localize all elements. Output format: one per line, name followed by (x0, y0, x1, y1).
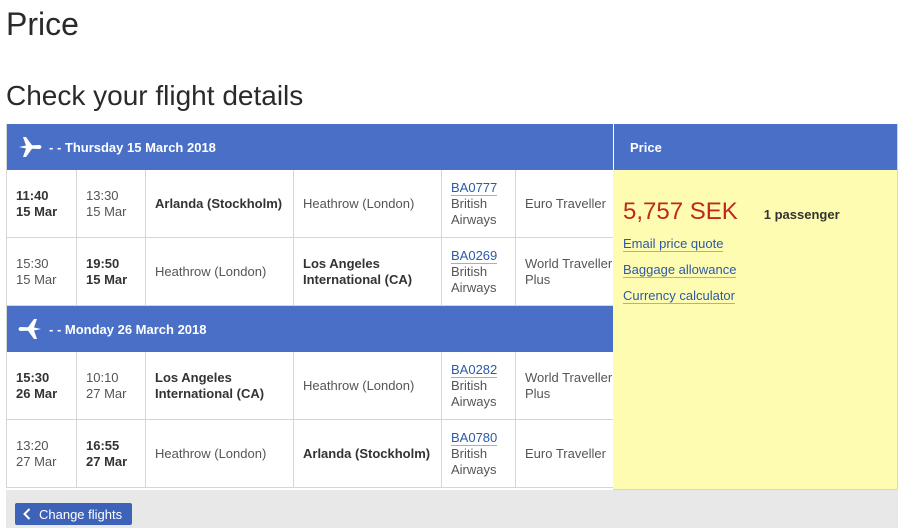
airline-name: British Airways (451, 195, 497, 227)
day-header-label: - - Thursday 15 March 2018 (49, 139, 216, 155)
chevron-left-icon (23, 508, 31, 520)
day-header-outbound: - - Thursday 15 March 2018 (7, 124, 614, 170)
cabin-class: World Traveller Plus (525, 255, 613, 287)
airline-name: British Airways (451, 263, 497, 295)
arrival-date: 27 Mar (86, 453, 128, 469)
flight-number-link[interactable]: BA0269 (451, 247, 498, 264)
airline-name: British Airways (451, 377, 497, 409)
flight-row: 13:20 27 Mar 16:55 27 Mar Heathrow (Lond… (7, 420, 614, 488)
flight-number-link[interactable]: BA0780 (451, 429, 498, 446)
departure-cell: 13:20 27 Mar (7, 420, 77, 487)
origin-airport: Heathrow (London) (146, 238, 294, 305)
origin-airport: Los Angeles International (CA) (146, 352, 294, 419)
flight-row: 15:30 15 Mar 19:50 15 Mar Heathrow (Lond… (7, 238, 614, 306)
arrival-date: 15 Mar (86, 271, 128, 287)
cabin-class: Euro Traveller (525, 445, 606, 461)
price-header: Price (613, 124, 897, 170)
change-flights-button[interactable]: Change flights (15, 503, 133, 525)
section-title: Check your flight details (6, 80, 304, 111)
departure-time: 13:20 (16, 437, 49, 453)
arrival-time: 19:50 (86, 255, 120, 271)
departure-date: 15 Mar (16, 271, 57, 287)
departure-cell: 15:30 26 Mar (7, 352, 77, 419)
departure-cell: 11:40 15 Mar (7, 170, 77, 237)
arrival-cell: 16:55 27 Mar (77, 420, 146, 487)
flight-number-link[interactable]: BA0777 (451, 179, 498, 196)
origin-airport: Heathrow (London) (146, 420, 294, 487)
arrival-cell: 13:30 15 Mar (77, 170, 146, 237)
cabin-class: World Traveller Plus (525, 369, 613, 401)
price-links: Email price quote Baggage allowance Curr… (623, 236, 897, 304)
arrival-cell: 10:10 27 Mar (77, 352, 146, 419)
departure-date: 15 Mar (16, 203, 58, 219)
arrival-time: 13:30 (86, 187, 119, 203)
baggage-allowance-link[interactable]: Baggage allowance (623, 262, 737, 278)
arrival-cell: 19:50 15 Mar (77, 238, 146, 305)
plane-return-icon (15, 314, 45, 344)
destination-airport: Heathrow (London) (294, 170, 442, 237)
cabin-class: Euro Traveller (525, 195, 606, 211)
day-header-label: - - Monday 26 March 2018 (49, 321, 207, 337)
departure-date: 27 Mar (16, 453, 57, 469)
destination-airport: Los Angeles International (CA) (294, 238, 442, 305)
flight-table: - - Thursday 15 March 2018 11:40 15 Mar … (6, 124, 615, 488)
departure-date: 26 Mar (16, 385, 58, 401)
flight-row: 15:30 26 Mar 10:10 27 Mar Los Angeles In… (7, 352, 614, 420)
airline-name: British Airways (451, 445, 497, 477)
price-amount: 5,757 SEK (623, 198, 738, 225)
email-price-quote-link[interactable]: Email price quote (623, 236, 724, 252)
departure-time: 15:30 (16, 255, 49, 271)
price-summary: 5,757 SEK 1 passenger (623, 198, 897, 226)
day-header-return: - - Monday 26 March 2018 (7, 306, 614, 352)
price-panel: Price 5,757 SEK 1 passenger Email price … (613, 124, 898, 490)
page-title: Price (6, 6, 79, 42)
change-flights-label: Change flights (39, 506, 123, 522)
passenger-count: 1 passenger (763, 207, 840, 222)
departure-cell: 15:30 15 Mar (7, 238, 77, 305)
footer-bar: Change flights (6, 490, 898, 528)
departure-time: 11:40 (16, 187, 49, 203)
flight-info-cell: BA0282 British Airways (442, 352, 516, 419)
plane-outbound-icon (15, 132, 45, 162)
destination-airport: Arlanda (Stockholm) (294, 420, 442, 487)
destination-airport: Heathrow (London) (294, 352, 442, 419)
origin-airport: Arlanda (Stockholm) (146, 170, 294, 237)
arrival-date: 15 Mar (86, 203, 127, 219)
arrival-time: 16:55 (86, 437, 120, 453)
flight-number-link[interactable]: BA0282 (451, 361, 498, 378)
currency-calculator-link[interactable]: Currency calculator (623, 288, 735, 304)
flight-info-cell: BA0269 British Airways (442, 238, 516, 305)
flight-info-cell: BA0780 British Airways (442, 420, 516, 487)
arrival-time: 10:10 (86, 369, 119, 385)
departure-time: 15:30 (16, 369, 50, 385)
flight-info-cell: BA0777 British Airways (442, 170, 516, 237)
flight-row: 11:40 15 Mar 13:30 15 Mar Arlanda (Stock… (7, 170, 614, 238)
arrival-date: 27 Mar (86, 385, 127, 401)
